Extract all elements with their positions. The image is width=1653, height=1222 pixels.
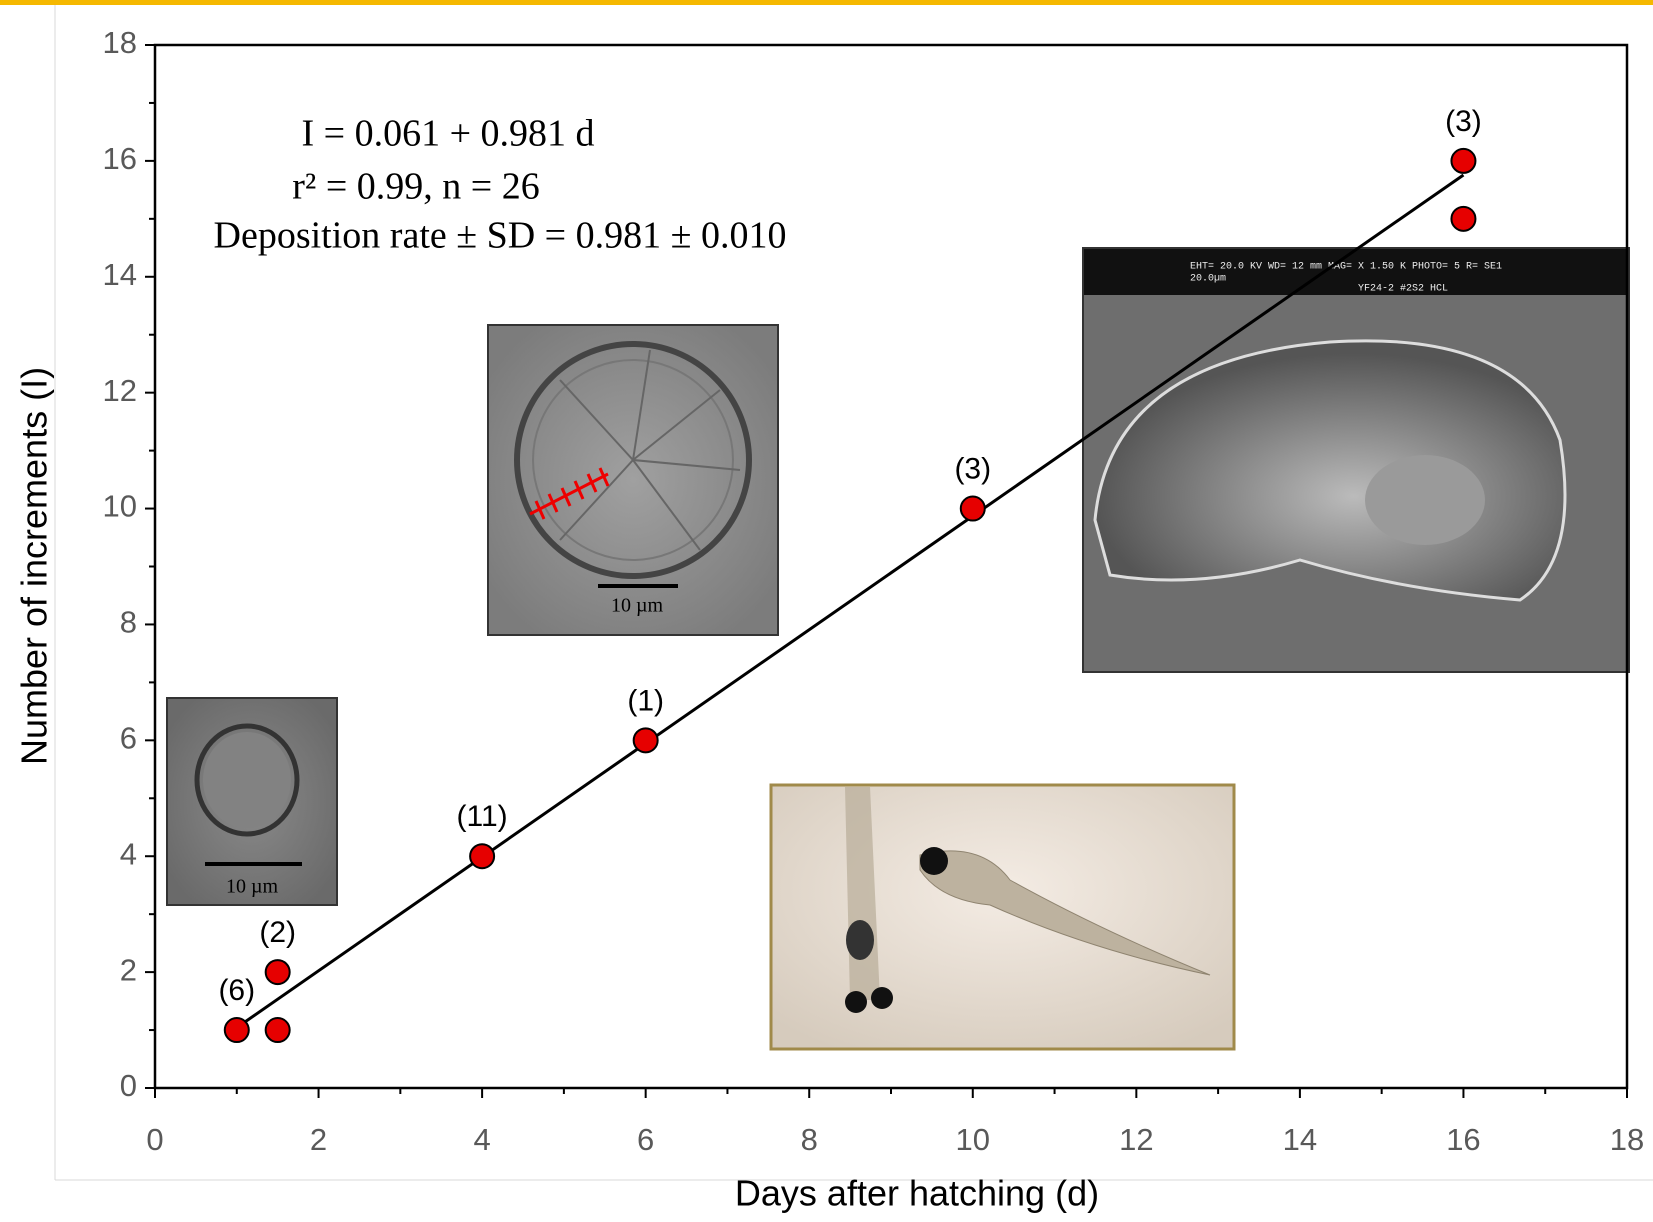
point-label: (1) <box>627 684 664 717</box>
y-tick-label: 10 <box>103 489 137 524</box>
point-label: (3) <box>954 452 991 485</box>
x-tick-label: 10 <box>956 1122 990 1157</box>
data-point <box>1450 147 1477 174</box>
x-axis-label: Days after hatching (d) <box>735 1173 1099 1214</box>
x-tick-label: 0 <box>146 1122 163 1157</box>
y-tick-label: 8 <box>120 605 137 640</box>
top-border <box>0 0 1653 5</box>
point-label: (11) <box>457 800 508 833</box>
data-point <box>469 843 496 870</box>
regression-line <box>235 173 1465 1029</box>
x-tick-label: 16 <box>1446 1122 1480 1157</box>
point-label: (6) <box>218 974 255 1007</box>
x-tick-label: 8 <box>801 1122 818 1157</box>
x-tick-label: 6 <box>637 1122 654 1157</box>
sem-header: EHT= 20.0 KV WD= 12 mm MAG= X 1.50 K PHO… <box>1190 262 1502 273</box>
data-point <box>264 959 291 986</box>
x-tick-label: 4 <box>473 1122 490 1157</box>
y-axis-label: Number of increments (I) <box>14 367 55 765</box>
y-tick-label: 2 <box>120 952 137 987</box>
inset-small-otolith: 10 µm <box>166 697 338 906</box>
sem-header: YF24-2 #2S2 HCL <box>1358 284 1448 295</box>
data-point <box>1450 205 1477 232</box>
point-label: (3) <box>1445 105 1482 138</box>
y-tick-label: 14 <box>103 257 137 292</box>
inset-sem: EHT= 20.0 KV WD= 12 mm MAG= X 1.50 K PHO… <box>1082 247 1630 673</box>
x-tick-label: 14 <box>1283 1122 1317 1157</box>
point-label: (2) <box>259 916 296 949</box>
equation: r² = 0.99, n = 26 <box>292 166 539 208</box>
inset-larvae <box>769 783 1236 1051</box>
data-point <box>223 1017 250 1044</box>
scale-label: 10 µm <box>226 876 279 898</box>
equation: Deposition rate ± SD = 0.981 ± 0.010 <box>214 215 787 257</box>
data-point <box>632 727 659 754</box>
y-tick-label: 18 <box>103 25 137 60</box>
y-tick-label: 16 <box>103 141 137 176</box>
scale-label: 10 µm <box>611 595 664 617</box>
inset-large-otolith: 10 µm <box>487 324 779 636</box>
y-tick-label: 12 <box>103 373 137 408</box>
data-point <box>264 1017 291 1044</box>
data-point <box>959 495 986 522</box>
y-tick-label: 4 <box>120 836 137 871</box>
x-tick-label: 18 <box>1610 1122 1644 1157</box>
x-tick-label: 2 <box>310 1122 327 1157</box>
y-tick-label: 6 <box>120 721 137 756</box>
y-tick-label: 0 <box>120 1068 137 1103</box>
equation: I = 0.061 + 0.981 d <box>301 113 594 155</box>
sem-header: 20.0µm <box>1190 274 1226 285</box>
x-tick-label: 12 <box>1119 1122 1153 1157</box>
